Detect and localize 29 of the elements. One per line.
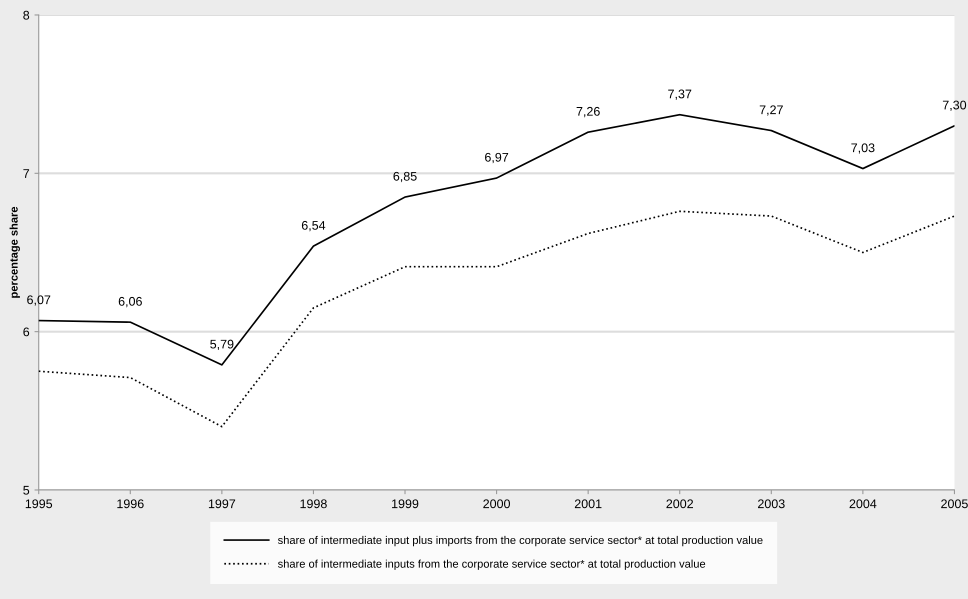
data-label: 7,03 <box>851 143 874 154</box>
data-label: 7,27 <box>760 105 783 116</box>
y-tick-label: 5 <box>23 486 30 495</box>
data-label: 7,30 <box>942 100 966 111</box>
data-label: 6,06 <box>118 296 142 308</box>
legend-label: share of intermediate inputs from the corporate service sector* at total production value <box>278 560 706 570</box>
x-tick-label: 1996 <box>117 499 144 508</box>
x-tick-label: 1999 <box>392 499 418 508</box>
data-label: 6,54 <box>302 220 326 232</box>
x-tick-label: 2005 <box>941 499 968 508</box>
data-label: 7,26 <box>576 106 600 118</box>
x-tick-label: 2003 <box>758 499 785 508</box>
x-tick-label: 1997 <box>208 499 236 508</box>
data-label: 7,37 <box>668 90 692 100</box>
y-tick-label: 7 <box>23 169 30 178</box>
legend-label: share of intermediate input plus imports from the corporate service sector* at total production value <box>278 536 763 546</box>
x-tick-label: 2000 <box>483 499 510 508</box>
data-label: 6,85 <box>393 172 417 182</box>
x-tick-label: 2001 <box>574 499 602 508</box>
data-label: 6,97 <box>485 152 508 164</box>
y-tick-label: 6 <box>23 327 30 336</box>
y-tick-label: 8 <box>23 10 30 20</box>
x-tick-label: 2002 <box>666 499 694 508</box>
x-tick-label: 1995 <box>26 499 52 508</box>
x-tick-label: 1998 <box>300 499 327 508</box>
data-label: 5,79 <box>210 340 234 350</box>
data-label: 6,07 <box>27 295 50 306</box>
y-axis-title: percentage share <box>10 206 20 298</box>
x-tick-label: 2004 <box>850 499 876 508</box>
